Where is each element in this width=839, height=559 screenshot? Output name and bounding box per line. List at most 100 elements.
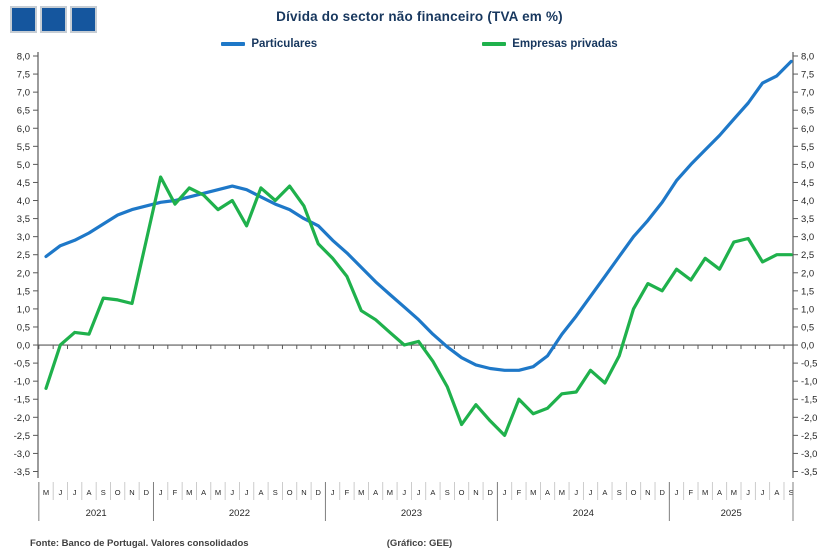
month-label: O [115, 488, 121, 497]
y-tick-label-right: 3,0 [801, 232, 814, 243]
y-tick-label-right: 6,5 [801, 106, 814, 117]
y-tick-label-right: 3,5 [801, 214, 814, 225]
month-label: D [144, 488, 150, 497]
y-tick-label-right: 8,0 [801, 52, 814, 63]
month-label: J [73, 488, 77, 497]
y-tick-label-left: 4,5 [17, 178, 30, 189]
year-label: 2023 [401, 508, 422, 519]
month-label: M [215, 488, 221, 497]
y-tick-label-right: 5,0 [801, 160, 814, 171]
month-label: F [345, 488, 350, 497]
y-tick-label-right: -1,5 [801, 395, 817, 406]
month-label: O [459, 488, 465, 497]
y-tick-label-left: -1,5 [14, 395, 30, 406]
series-line-particulares [44, 59, 793, 372]
y-tick-label-left: 5,0 [17, 160, 30, 171]
series-line-empresas-privadas [44, 175, 793, 437]
credit-note: (Gráfico: GEE) [386, 538, 453, 549]
month-label: J [503, 488, 507, 497]
y-tick-label-left: -1,0 [14, 377, 30, 388]
month-label: A [602, 488, 607, 497]
month-label: A [774, 488, 779, 497]
y-tick-label-right: 6,0 [801, 124, 814, 135]
month-label: J [402, 488, 406, 497]
y-tick-label-left: 6,0 [17, 124, 30, 135]
month-label: M [559, 488, 565, 497]
month-label: S [101, 488, 106, 497]
month-label: A [430, 488, 435, 497]
month-label: J [230, 488, 234, 497]
month-label: J [761, 488, 765, 497]
y-tick-label-right: 7,5 [801, 70, 814, 81]
month-label: A [717, 488, 722, 497]
month-label: A [373, 488, 378, 497]
y-tick-label-right: -2,0 [801, 413, 817, 424]
y-tick-label-left: -2,0 [14, 413, 30, 424]
month-label: O [287, 488, 293, 497]
year-label: 2021 [86, 508, 107, 519]
month-label: J [574, 488, 578, 497]
month-label: F [173, 488, 178, 497]
y-tick-label-left: 7,0 [17, 88, 30, 99]
month-label: J [417, 488, 421, 497]
month-label: A [258, 488, 263, 497]
y-tick-label-right: -0,5 [801, 359, 817, 370]
month-label: A [545, 488, 550, 497]
month-label: M [530, 488, 536, 497]
y-tick-label-right: 2,5 [801, 250, 814, 261]
logo-square [70, 6, 97, 33]
y-tick-label-left: 3,5 [17, 214, 30, 225]
month-label: M [186, 488, 192, 497]
y-tick-label-left: 5,5 [17, 142, 30, 153]
month-label: D [488, 488, 494, 497]
logo-square [40, 6, 67, 33]
month-label: J [245, 488, 249, 497]
month-label: N [301, 488, 306, 497]
y-tick-label-left: -2,5 [14, 431, 30, 442]
month-label: M [731, 488, 737, 497]
month-label: M [358, 488, 364, 497]
legend-item-empresas-privadas: Empresas privadas [482, 38, 618, 50]
month-label: D [316, 488, 322, 497]
month-label: N [645, 488, 650, 497]
month-label: F [689, 488, 694, 497]
month-label: F [517, 488, 522, 497]
month-label: M [43, 488, 49, 497]
y-tick-label-right: 4,0 [801, 196, 814, 207]
month-label: O [631, 488, 637, 497]
month-label: J [746, 488, 750, 497]
legend-swatch-blue [221, 42, 246, 46]
month-label: M [702, 488, 708, 497]
y-tick-label-right: 1,0 [801, 304, 814, 315]
source-note: Fonte: Banco de Portugal. Valores consol… [30, 538, 249, 549]
y-tick-label-right: 4,5 [801, 178, 814, 189]
y-tick-label-left: 8,0 [17, 52, 30, 63]
y-tick-label-right: 0,0 [801, 341, 814, 352]
y-tick-label-left: 2,5 [17, 250, 30, 261]
month-label: N [129, 488, 134, 497]
month-label: S [445, 488, 450, 497]
y-tick-label-right: 0,5 [801, 322, 814, 333]
month-label: N [473, 488, 478, 497]
y-tick-label-right: 7,0 [801, 88, 814, 99]
y-tick-label-right: 1,5 [801, 286, 814, 297]
y-tick-label-left: 6,5 [17, 106, 30, 117]
y-tick-label-left: 7,5 [17, 70, 30, 81]
y-tick-label-right: -3,0 [801, 449, 817, 460]
year-label: 2024 [573, 508, 594, 519]
y-tick-label-left: -0,5 [14, 359, 30, 370]
y-tick-label-right: -1,0 [801, 377, 817, 388]
y-tick-label-left: 2,0 [17, 268, 30, 279]
chart-legend: Particulares Empresas privadas [0, 38, 839, 50]
y-tick-label-right: -2,5 [801, 431, 817, 442]
y-tick-label-left: 3,0 [17, 232, 30, 243]
y-tick-label-right: 5,5 [801, 142, 814, 153]
y-tick-label-left: -3,5 [14, 467, 30, 478]
legend-label: Empresas privadas [512, 38, 618, 50]
year-label: 2022 [229, 508, 250, 519]
legend-label: Particulares [251, 38, 318, 50]
y-tick-label-right: 2,0 [801, 268, 814, 279]
month-label: A [201, 488, 206, 497]
month-label: J [58, 488, 62, 497]
